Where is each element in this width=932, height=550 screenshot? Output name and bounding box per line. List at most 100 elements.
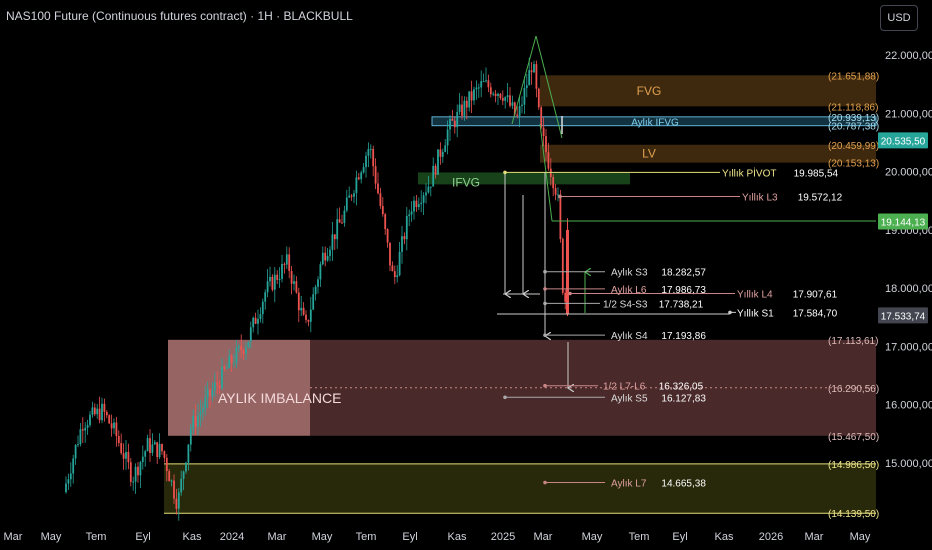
candle — [98, 396, 101, 424]
candle — [127, 443, 130, 470]
candle — [249, 321, 252, 349]
candle — [307, 319, 310, 327]
candle — [189, 424, 192, 452]
level-1-2-s4-s3[interactable]: 1/2 S4-S3 17.738,21 — [543, 299, 704, 310]
candle — [554, 184, 557, 201]
candle — [353, 189, 355, 204]
candle — [420, 190, 423, 213]
candle — [504, 96, 507, 109]
candle — [247, 341, 250, 349]
candle — [331, 222, 334, 261]
level-y-ll-k-s1[interactable]: Yıllık S1 17.584,70 — [728, 308, 838, 319]
candle — [449, 115, 451, 141]
candle — [456, 104, 459, 138]
candle — [163, 450, 166, 463]
candle — [84, 422, 87, 443]
candle — [350, 194, 353, 201]
candle — [86, 419, 89, 435]
candle — [194, 404, 197, 436]
candle — [453, 116, 456, 134]
x-tick-label: Tem — [356, 531, 377, 543]
candle — [425, 183, 427, 204]
candle — [333, 234, 336, 250]
candle — [535, 60, 538, 98]
level-value: 17.986,73 — [661, 285, 706, 296]
level-y-ll-k-l3[interactable]: Yıllık L3 19.572,12 — [558, 193, 843, 204]
candle — [362, 162, 365, 174]
candle — [396, 265, 399, 283]
candle — [564, 289, 567, 310]
currency-button[interactable]: USD — [880, 5, 918, 31]
candle — [369, 144, 372, 159]
level-ayl-k-l7[interactable]: Aylık L7 14.665,38 — [543, 479, 706, 490]
candle — [252, 316, 255, 333]
trend-line[interactable] — [511, 35, 537, 125]
candle — [451, 109, 454, 121]
y-tick-label: 22.000,00 — [885, 50, 932, 62]
level-value: 14.665,38 — [661, 479, 706, 490]
y-tick-label: 17.000,00 — [885, 341, 932, 353]
candle — [81, 417, 84, 443]
trend-line[interactable] — [535, 35, 563, 139]
zone-top-label: (20.459,99) — [828, 141, 879, 152]
level-y-ll-k-l4[interactable]: Yıllık L4 17.907,61 — [568, 290, 838, 301]
candle — [134, 463, 137, 494]
candle — [153, 440, 156, 445]
candle — [329, 245, 331, 262]
candle — [173, 474, 175, 504]
candle — [336, 208, 339, 249]
candle — [113, 418, 115, 434]
level-name: Yıllık PİVOT — [722, 166, 776, 179]
zone-ifvg[interactable]: IFVG — [418, 172, 630, 189]
candle — [429, 186, 432, 197]
candle — [254, 312, 257, 325]
level-value: 17.907,61 — [793, 290, 838, 301]
candle — [321, 246, 324, 266]
candle — [290, 265, 293, 295]
svg-text:20.535,50: 20.535,50 — [881, 136, 926, 147]
candle — [137, 462, 139, 483]
zone-top-label: (20.939,13) — [828, 113, 879, 124]
level-ayl-k-s3[interactable]: Aylık S3 18.282,57 — [543, 268, 706, 279]
zone-label: FVG — [637, 84, 662, 98]
candle — [379, 187, 382, 209]
zone-mid-label: (16.290,56) — [828, 384, 879, 395]
level-name: 1/2 S4-S3 — [603, 299, 648, 310]
y-tick-label: 20.000,00 — [885, 167, 932, 179]
zone-lv[interactable]: LV (20.459,99) (20.153,13) — [540, 141, 879, 170]
candle — [129, 458, 132, 487]
candle — [170, 479, 173, 487]
y-tick-label: 18.000,00 — [885, 283, 932, 295]
zone-fvg[interactable]: FVG (21.651,88) (21.118,86) — [540, 71, 879, 113]
level-y-ll-k-pi-vot[interactable]: Yıllık PİVOT 19.985,54 — [503, 166, 839, 179]
candle — [525, 74, 528, 98]
level-name: Aylık S5 — [611, 393, 648, 404]
candle — [487, 74, 490, 93]
level-ayl-k-s5[interactable]: Aylık S5 16.127,83 — [503, 393, 706, 404]
candle — [281, 254, 283, 283]
candle — [177, 488, 180, 521]
candle-drop — [566, 218, 569, 317]
candle — [197, 403, 199, 436]
candle — [482, 73, 485, 83]
level-ayl-k-s4[interactable]: Aylık S4 17.193,86 — [543, 331, 706, 342]
level-1-2-l7-l6[interactable]: 1/2 L7-L6 16.326,05 — [543, 382, 704, 393]
candle — [295, 276, 298, 294]
zone-aylik-imbalance[interactable]: AYLIK IMBALANCE (17.113,61) (15.467,50) (16… — [168, 336, 879, 443]
zone-ayl-k-ifvg[interactable]: Aylık IFVG (20.939,13)(20.787,38) — [431, 113, 879, 133]
candle — [439, 142, 442, 165]
candle — [165, 454, 168, 482]
price-axis: 22.000,0021.000,0020.000,0019.000,0018.0… — [885, 50, 932, 470]
candle — [158, 433, 161, 459]
candle — [547, 142, 550, 171]
candle — [293, 274, 295, 291]
candle — [446, 120, 449, 155]
candle — [381, 197, 384, 217]
time-axis: Mar May Tem Eyl Kas 2024 Mar May Tem Eyl Kas 2025 Ma… — [4, 531, 871, 543]
candle — [518, 96, 521, 128]
zone-weekly[interactable]: (14.986,50) (14.139,50) — [164, 460, 879, 520]
candle — [355, 170, 358, 206]
level-ayl-k-l6[interactable]: Aylık L6 17.986,73 — [543, 285, 706, 296]
candle — [235, 339, 238, 369]
